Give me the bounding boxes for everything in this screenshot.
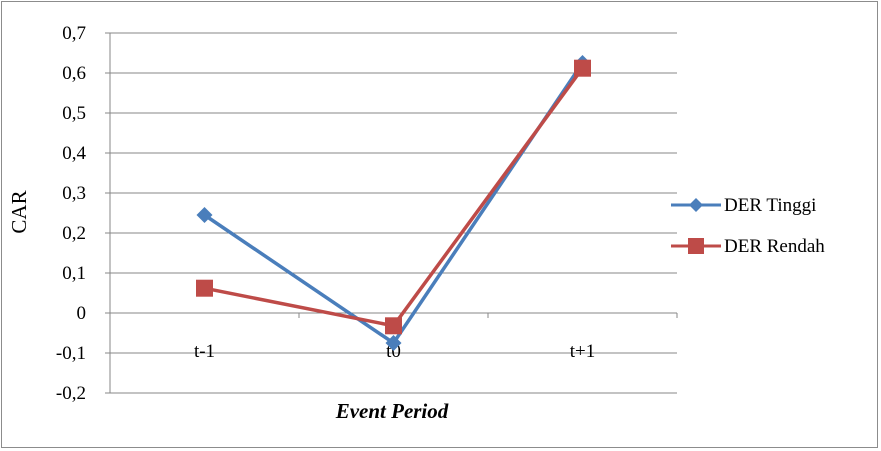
- data-point-der-tinggi: [196, 207, 213, 223]
- series-lines: [203, 62, 584, 345]
- y-tick-label: -0,2: [56, 383, 86, 404]
- y-tick-label: 0: [77, 303, 87, 324]
- y-tick-label: -0,1: [56, 343, 86, 364]
- legend: DER Tinggi DER Rendah: [671, 195, 825, 257]
- axes: [105, 32, 678, 394]
- legend-item-der-rendah: DER Rendah: [671, 236, 825, 257]
- x-tick-label: t+1: [570, 341, 596, 362]
- data-point-der-rendah: [385, 317, 402, 335]
- legend-label-der-tinggi: DER Tinggi: [724, 195, 816, 216]
- legend-label-der-rendah: DER Rendah: [724, 236, 825, 257]
- y-tick-label: 0,2: [62, 223, 86, 244]
- legend-marker-der-rendah: [688, 238, 704, 254]
- y-tick-label: 0,6: [62, 63, 86, 84]
- legend-item-der-tinggi: DER Tinggi: [671, 195, 816, 216]
- y-tick-label: 0,7: [62, 23, 86, 44]
- y-tick-label: 0,5: [62, 103, 86, 124]
- y-tick-label: 0,1: [62, 263, 86, 284]
- x-axis-title: Event Period: [335, 399, 449, 423]
- series-line-der-rendah: [204, 67, 584, 328]
- gridlines: [110, 32, 677, 394]
- series-markers: [196, 55, 591, 351]
- data-point-der-rendah: [196, 279, 213, 297]
- legend-marker-der-tinggi: [689, 198, 703, 212]
- y-tick-label: 0,3: [62, 183, 86, 204]
- y-axis-title: CAR: [7, 190, 31, 233]
- data-point-der-tinggi: [385, 335, 402, 351]
- data-point-der-rendah: [574, 59, 591, 77]
- y-tick-labels: 0,7 0,6 0,5 0,4 0,3 0,2 0,1 0 -0,1 -0,2: [56, 23, 87, 404]
- y-tick-label: 0,4: [62, 143, 86, 164]
- x-tick-label: t-1: [194, 341, 215, 362]
